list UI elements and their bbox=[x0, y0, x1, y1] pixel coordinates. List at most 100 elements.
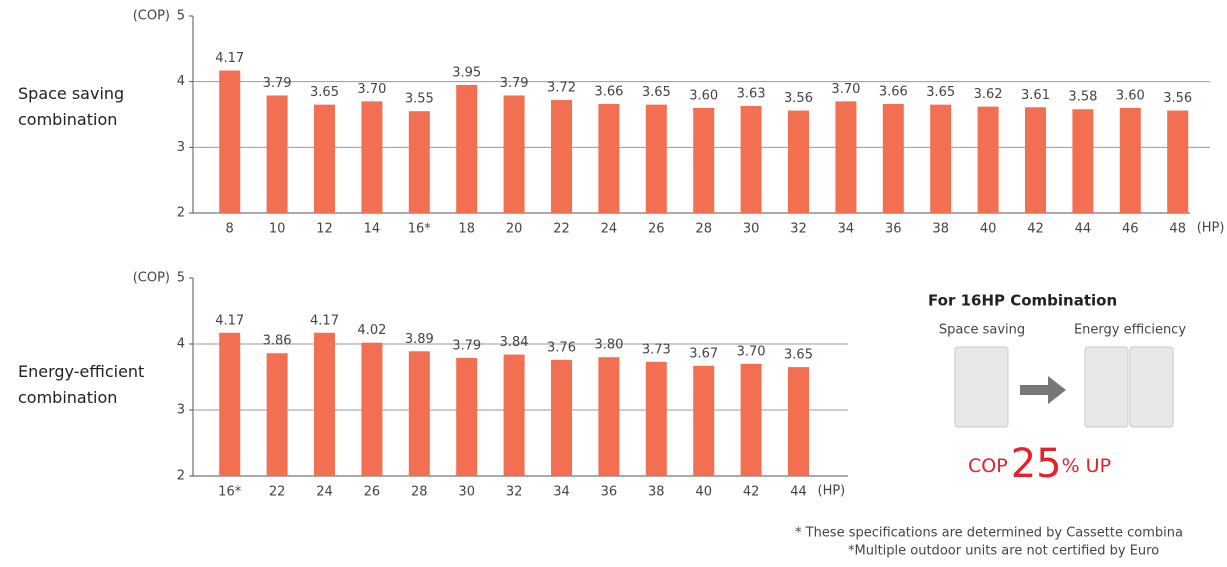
bar bbox=[788, 110, 809, 213]
bar bbox=[930, 104, 952, 213]
bar bbox=[219, 332, 241, 476]
bar bbox=[408, 111, 430, 213]
x-tick-label: 42 bbox=[743, 485, 760, 500]
bar bbox=[408, 351, 430, 476]
x-tick-label: 26 bbox=[648, 222, 665, 237]
x-tick-label: 8 bbox=[226, 222, 234, 237]
value-label: 3.70 bbox=[831, 82, 860, 97]
bar bbox=[1072, 109, 1094, 213]
y-tick-label: 5 bbox=[177, 271, 185, 286]
value-label: 3.79 bbox=[452, 338, 481, 353]
x-tick-label: 28 bbox=[411, 485, 428, 500]
bar bbox=[361, 342, 383, 476]
x-tick-label: 46 bbox=[1122, 222, 1139, 237]
value-label: 3.60 bbox=[689, 88, 718, 103]
value-label: 3.65 bbox=[310, 85, 339, 100]
callout-text: COP25% UP bbox=[968, 441, 1111, 487]
row-label: Space saving combination bbox=[18, 84, 125, 129]
y-tick-label: 3 bbox=[177, 403, 185, 418]
bar bbox=[835, 101, 857, 213]
value-label: 3.65 bbox=[642, 85, 671, 100]
bar bbox=[551, 359, 572, 476]
bar bbox=[645, 104, 667, 213]
bar bbox=[1025, 107, 1046, 213]
bar bbox=[1119, 107, 1141, 213]
y-tick-label: 4 bbox=[177, 337, 185, 352]
value-label: 3.76 bbox=[547, 340, 576, 355]
value-label: 3.80 bbox=[594, 338, 623, 353]
value-label: 3.63 bbox=[737, 86, 766, 101]
bar bbox=[456, 84, 478, 213]
bar bbox=[598, 357, 620, 476]
bar bbox=[266, 353, 288, 476]
y-tick-label: 5 bbox=[177, 9, 185, 24]
x-tick-label: 16* bbox=[408, 222, 432, 237]
bar bbox=[503, 354, 525, 476]
x-tick-label: 20 bbox=[506, 222, 523, 237]
value-label: 3.60 bbox=[1116, 88, 1145, 103]
bar bbox=[882, 103, 904, 213]
bar bbox=[977, 106, 999, 213]
x-tick-label: 34 bbox=[553, 485, 570, 500]
row-label: Energy-efficient combination bbox=[18, 362, 145, 407]
x-tick-label: 18 bbox=[458, 222, 475, 237]
value-label: 3.70 bbox=[737, 344, 766, 359]
value-label: 3.65 bbox=[926, 85, 955, 100]
value-label: 3.65 bbox=[784, 348, 813, 363]
callout-number: 25 bbox=[1011, 441, 1062, 487]
arrow bbox=[1020, 376, 1066, 404]
value-label: 3.56 bbox=[1163, 91, 1192, 106]
value-label: 3.66 bbox=[879, 84, 908, 99]
x-tick-label: 14 bbox=[364, 222, 381, 237]
x-tick-label: 22 bbox=[553, 222, 570, 237]
x-tick-label: 32 bbox=[790, 222, 807, 237]
x-tick-label: 24 bbox=[316, 485, 333, 500]
value-label: 3.72 bbox=[547, 81, 576, 96]
y-tick-label: 3 bbox=[177, 140, 185, 155]
x-tick-label: 40 bbox=[695, 485, 712, 500]
unit-icon bbox=[1129, 346, 1174, 428]
value-label: 3.61 bbox=[1021, 88, 1050, 103]
bar bbox=[551, 100, 572, 213]
callout-suffix: % UP bbox=[1062, 455, 1111, 477]
value-label: 3.79 bbox=[263, 76, 292, 91]
x-tick-label: 30 bbox=[458, 485, 475, 500]
value-label: 3.84 bbox=[500, 335, 529, 350]
bar bbox=[219, 70, 241, 214]
bar bbox=[740, 363, 762, 476]
bar bbox=[456, 357, 478, 476]
value-label: 3.70 bbox=[357, 82, 386, 97]
value-label: 4.17 bbox=[215, 51, 244, 66]
x-tick-label: 30 bbox=[743, 222, 760, 237]
x-tick-label: 28 bbox=[695, 222, 712, 237]
value-label: 3.95 bbox=[452, 65, 481, 80]
callout-title: For 16HP Combination bbox=[928, 292, 1117, 310]
x-axis-label: (HP) bbox=[818, 484, 846, 499]
callout-right-label: Energy efficiency bbox=[1074, 323, 1186, 338]
x-tick-label: 22 bbox=[269, 485, 286, 500]
value-label: 3.89 bbox=[405, 332, 434, 347]
y-tick-label: 4 bbox=[177, 74, 185, 89]
x-tick-label: 40 bbox=[980, 222, 997, 237]
value-label: 3.86 bbox=[263, 334, 292, 349]
value-label: 3.56 bbox=[784, 91, 813, 106]
bar bbox=[314, 332, 335, 476]
unit-icon bbox=[1084, 346, 1129, 428]
y-tick-label: 2 bbox=[177, 206, 185, 221]
value-label: 3.79 bbox=[500, 76, 529, 91]
bar bbox=[693, 107, 715, 213]
x-tick-label: 42 bbox=[1027, 222, 1044, 237]
callout: For 16HP Combination Space saving Energy… bbox=[928, 292, 1186, 488]
bar bbox=[1167, 110, 1189, 213]
x-tick-label: 36 bbox=[885, 222, 902, 237]
value-label: 4.17 bbox=[215, 313, 244, 328]
x-tick-label: 38 bbox=[932, 222, 949, 237]
value-label: 3.67 bbox=[689, 346, 718, 361]
x-tick-label: 12 bbox=[316, 222, 333, 237]
bar bbox=[361, 101, 383, 213]
x-tick-label: 16* bbox=[218, 485, 242, 500]
bar bbox=[645, 361, 667, 476]
x-tick-label: 36 bbox=[601, 485, 618, 500]
